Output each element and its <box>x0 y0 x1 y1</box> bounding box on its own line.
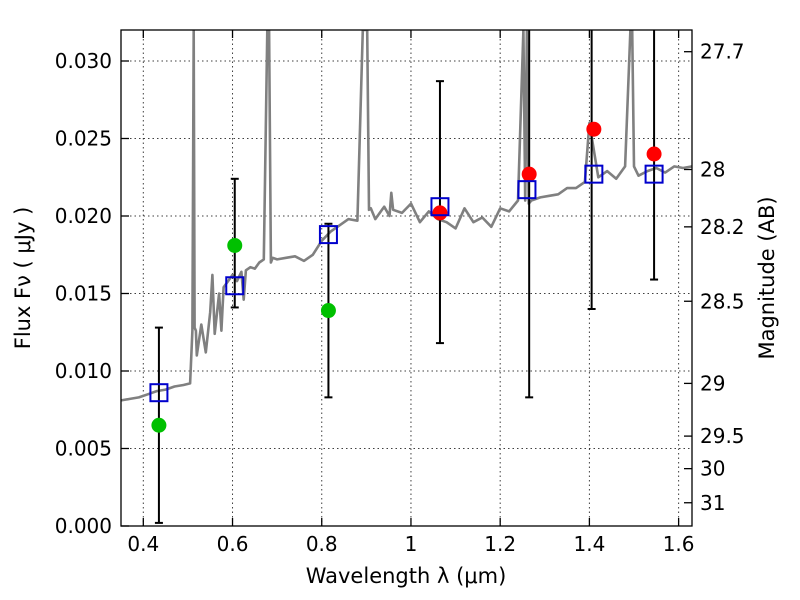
detection-point <box>432 205 448 221</box>
nondetection-point <box>320 303 336 319</box>
y-tick-label: 0.030 <box>55 49 112 73</box>
model-photometry-square <box>644 164 664 184</box>
x-tick-label: 0.8 <box>306 532 338 556</box>
mag-tick-label: 31 <box>700 491 725 515</box>
y-tick-label: 0.025 <box>55 127 112 151</box>
model-photometry-square <box>149 383 169 403</box>
mag-tick-label: 28.2 <box>700 215 745 239</box>
detection-point <box>586 121 602 137</box>
y-tick-label: 0.020 <box>55 204 112 228</box>
ticks: 0.4 0.6 0.8 1 1.2 1.4 1.6 0.000 0.005 0.010 0.015 0… <box>55 30 745 556</box>
x-tick-label: 1.6 <box>663 532 695 556</box>
detection-point <box>521 166 537 182</box>
detection-point <box>646 146 662 162</box>
y-tick-label: 0.005 <box>55 437 112 461</box>
spectrum-line <box>121 30 692 402</box>
mag-tick-label: 27.7 <box>700 40 745 64</box>
x-tick-label: 1 <box>405 532 418 556</box>
y-tick-label: 0.015 <box>55 282 112 306</box>
mag-tick-label: 29.5 <box>700 424 745 448</box>
nondetection-point <box>227 237 243 253</box>
model-photometry-square <box>318 225 338 245</box>
y-axis-label: Flux Fν ( μJy ) <box>11 207 35 350</box>
model-photometry-square <box>430 197 450 217</box>
model-photometry-square <box>584 164 604 184</box>
mag-tick-label: 29 <box>700 371 725 395</box>
y-axis-right-label: Magnitude (AB) <box>755 196 779 359</box>
mag-tick-label: 30 <box>700 457 725 481</box>
y-tick-label: 0.000 <box>55 514 112 538</box>
x-tick-label: 0.4 <box>127 532 159 556</box>
mag-tick-label: 28 <box>700 158 725 182</box>
y-tick-label: 0.010 <box>55 359 112 383</box>
nondetection-point <box>151 417 167 433</box>
x-axis-label: Wavelength λ (μm) <box>306 564 507 588</box>
model-photometry-square <box>225 276 245 296</box>
model-photometry-square <box>517 180 537 200</box>
plot-area <box>121 30 692 524</box>
plot-frame <box>120 29 693 527</box>
mag-tick-label: 28.5 <box>700 289 745 313</box>
x-tick-label: 1.2 <box>484 532 516 556</box>
x-tick-label: 0.6 <box>217 532 249 556</box>
x-tick-label: 1.4 <box>573 532 605 556</box>
